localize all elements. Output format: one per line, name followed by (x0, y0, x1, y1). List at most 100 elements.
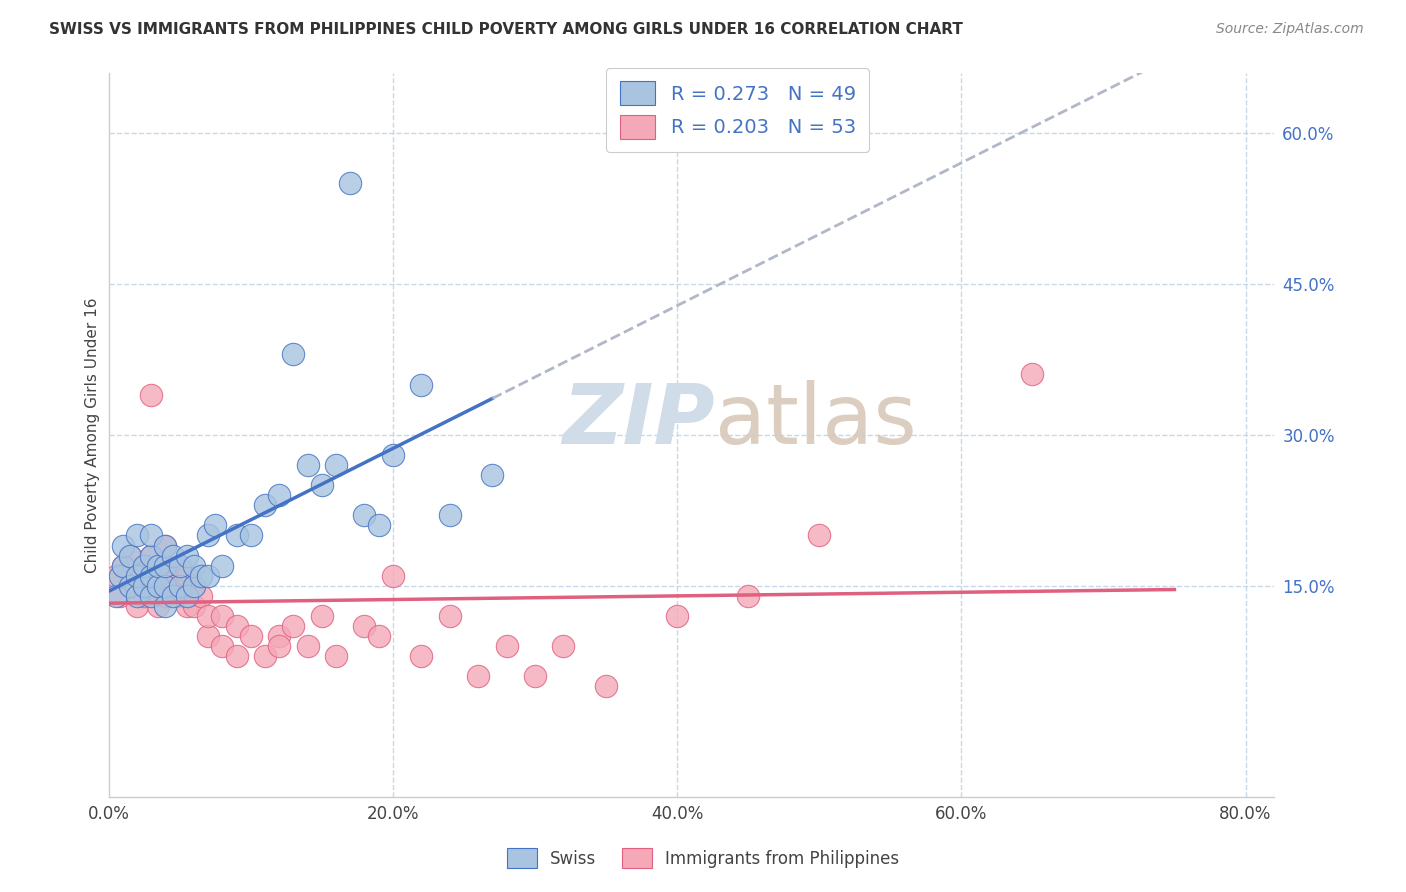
Legend: R = 0.273   N = 49, R = 0.203   N = 53: R = 0.273 N = 49, R = 0.203 N = 53 (606, 68, 869, 153)
Point (148, 599, 170, 613)
Point (253, 498, 276, 512)
Point (155, 558, 177, 573)
Point (141, 568, 163, 582)
Y-axis label: Child Poverty Among Girls Under 16: Child Poverty Among Girls Under 16 (86, 297, 100, 573)
Text: atlas: atlas (714, 380, 917, 461)
Point (169, 558, 191, 573)
Point (197, 609, 219, 624)
Point (183, 558, 205, 573)
Point (104, 589, 127, 603)
Point (148, 579, 170, 593)
Point (269, 488, 291, 502)
Point (155, 539, 177, 553)
Point (225, 649, 247, 664)
Point (495, 639, 517, 653)
Point (176, 568, 198, 582)
Point (666, 609, 689, 624)
Point (190, 568, 212, 582)
Point (134, 558, 156, 573)
Point (269, 639, 291, 653)
Point (162, 579, 184, 593)
Point (176, 549, 198, 563)
Point (108, 568, 131, 582)
Point (141, 387, 163, 401)
Point (197, 629, 219, 643)
Point (467, 669, 489, 683)
Point (148, 558, 170, 573)
Point (141, 549, 163, 563)
Point (125, 568, 148, 582)
Point (125, 568, 148, 582)
Point (148, 568, 170, 582)
Point (239, 528, 262, 542)
Point (197, 568, 219, 582)
Point (253, 649, 276, 664)
Point (411, 649, 433, 664)
Point (211, 558, 233, 573)
Point (311, 478, 333, 492)
Point (439, 609, 461, 624)
Point (269, 629, 291, 643)
Point (808, 528, 831, 542)
Point (225, 619, 247, 633)
Point (141, 589, 163, 603)
Point (134, 579, 156, 593)
Point (211, 639, 233, 653)
Point (141, 528, 163, 542)
Point (283, 619, 305, 633)
Point (439, 508, 461, 523)
Point (311, 609, 333, 624)
Point (162, 589, 184, 603)
Point (111, 539, 134, 553)
Point (367, 518, 389, 533)
Point (176, 589, 198, 603)
Point (108, 589, 131, 603)
Text: ZIP: ZIP (562, 380, 714, 461)
Point (155, 599, 177, 613)
Point (118, 549, 141, 563)
Point (118, 579, 141, 593)
Point (325, 649, 347, 664)
Point (183, 579, 205, 593)
Point (141, 579, 163, 593)
Point (141, 549, 163, 563)
Point (111, 558, 134, 573)
Point (1021, 368, 1043, 382)
Point (134, 589, 156, 603)
Point (183, 599, 205, 613)
Point (211, 609, 233, 624)
Point (367, 629, 389, 643)
Point (118, 549, 141, 563)
Point (297, 639, 319, 653)
Point (169, 589, 191, 603)
Point (283, 347, 305, 361)
Point (183, 579, 205, 593)
Point (118, 579, 141, 593)
Point (204, 518, 226, 533)
Point (595, 680, 617, 694)
Point (155, 579, 177, 593)
Point (134, 558, 156, 573)
Point (381, 568, 404, 582)
Point (162, 549, 184, 563)
Point (155, 589, 177, 603)
Point (353, 508, 375, 523)
Point (169, 579, 191, 593)
Point (381, 448, 404, 462)
Point (553, 639, 575, 653)
Point (225, 528, 247, 542)
Point (239, 629, 262, 643)
Point (481, 468, 503, 483)
Point (176, 599, 198, 613)
Point (523, 669, 546, 683)
Point (155, 558, 177, 573)
Text: Source: ZipAtlas.com: Source: ZipAtlas.com (1216, 22, 1364, 37)
Point (353, 619, 375, 633)
Point (104, 568, 127, 582)
Text: SWISS VS IMMIGRANTS FROM PHILIPPINES CHILD POVERTY AMONG GIRLS UNDER 16 CORRELAT: SWISS VS IMMIGRANTS FROM PHILIPPINES CHI… (49, 22, 963, 37)
Point (125, 599, 148, 613)
Legend: Swiss, Immigrants from Philippines: Swiss, Immigrants from Philippines (499, 839, 907, 877)
Point (411, 377, 433, 392)
Point (190, 589, 212, 603)
Point (297, 458, 319, 472)
